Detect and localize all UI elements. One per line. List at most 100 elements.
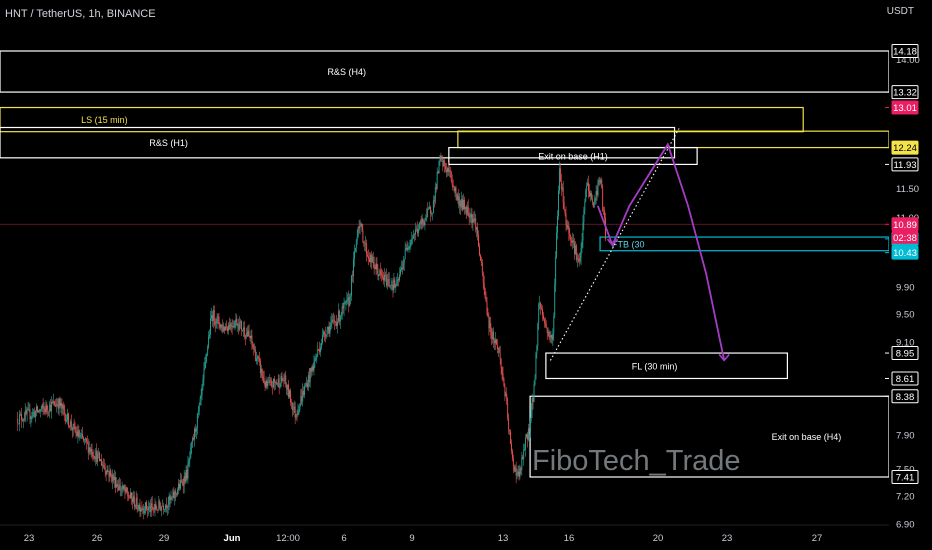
candle-body (91, 449, 93, 456)
candle-body (196, 413, 198, 429)
candle-body (155, 504, 157, 509)
candle-body (532, 397, 534, 402)
candle-body (448, 167, 449, 172)
candle-body (139, 504, 141, 512)
candle-body (383, 277, 385, 281)
candle-body (542, 308, 543, 316)
candle-body (490, 323, 492, 335)
candle-body (230, 323, 232, 326)
candle-body (469, 217, 471, 218)
candle-body (476, 227, 478, 230)
candle-body (447, 167, 448, 173)
candle-body (347, 297, 349, 300)
candle-body (21, 413, 22, 421)
candle-body (491, 334, 493, 340)
candle-body (567, 225, 569, 228)
candle-body (268, 382, 270, 384)
candle-body (73, 423, 75, 427)
candle-body (235, 318, 237, 323)
candle-body (388, 278, 390, 286)
candle-body (414, 234, 416, 235)
candle-body (526, 434, 527, 438)
candle-body (46, 404, 48, 410)
candle-body (207, 346, 209, 354)
candle-body (375, 263, 377, 270)
time-axis[interactable]: 23 26 29 Jun 12:00 6 9 13 16 20 23 27 (0, 524, 889, 550)
candle-body (571, 240, 573, 243)
level-box-l1193 (891, 157, 919, 172)
candle-body (512, 458, 514, 467)
candle-body (403, 259, 405, 263)
candle-body (511, 451, 513, 459)
candle-body (337, 310, 339, 322)
candle-body (112, 475, 114, 482)
candle-body (370, 254, 372, 263)
candle-body (419, 221, 421, 223)
candle-body (153, 509, 155, 510)
candle-body (459, 200, 461, 207)
candle-body (481, 262, 483, 273)
candle-body (390, 285, 392, 287)
candle-body (242, 329, 243, 331)
candle-body (477, 227, 479, 236)
candle-body (457, 196, 459, 200)
candle-body (44, 408, 46, 413)
zone-label-rs-h1: R&S (H1) (149, 138, 188, 148)
candle-body (416, 228, 418, 234)
candle-body (102, 464, 104, 466)
candle-body (76, 432, 78, 437)
time-tick-label: 9 (409, 533, 414, 544)
candle-body (179, 483, 180, 489)
candle-body (186, 469, 188, 479)
level-label-l861: 8.61 (896, 374, 915, 385)
candle-body (560, 181, 562, 189)
candle-body (565, 213, 567, 226)
candle-body (285, 375, 287, 385)
candle-body (305, 385, 306, 387)
candle-body (281, 375, 283, 381)
candle-body (237, 324, 239, 326)
candle-body (497, 347, 499, 350)
candle-body (204, 362, 206, 370)
candle-body (341, 306, 343, 316)
candle-body (462, 199, 464, 210)
candle-body (484, 288, 486, 298)
candle-body (77, 430, 79, 437)
candle-body (115, 477, 116, 488)
candle-body (355, 240, 357, 248)
candle-body (24, 410, 26, 420)
candle-body (63, 405, 65, 410)
candle-body (127, 492, 129, 497)
candle-body (75, 431, 77, 433)
candle-body (538, 304, 540, 324)
candle-body (122, 485, 124, 489)
candle-body (406, 247, 408, 250)
candle-body (133, 496, 135, 507)
candle-body (496, 344, 498, 350)
zone-exit-h1 (448, 146, 698, 166)
candle-body (427, 209, 429, 210)
candle-body (486, 302, 488, 315)
candle-body (53, 401, 54, 403)
candle-body (530, 410, 532, 421)
price-axis[interactable]: 14.0011.5011.009.909.509.108.907.907.507… (885, 0, 932, 550)
candle-body (79, 436, 81, 438)
candle-body (557, 216, 558, 233)
candle-body (536, 345, 538, 354)
level-label-l1332: 13.32 (893, 88, 917, 99)
candle-body (527, 428, 529, 440)
candle-body (378, 274, 380, 276)
candle-body (52, 401, 53, 403)
candle-body (479, 255, 481, 261)
candle-body (227, 324, 229, 332)
candle-body (349, 296, 351, 307)
candle-body (226, 327, 228, 332)
candle-body (545, 324, 547, 329)
candle-body (168, 495, 170, 505)
candle-body (466, 206, 468, 215)
candle-body (311, 366, 313, 372)
candle-body (303, 390, 305, 396)
zone-ls-15 (0, 106, 804, 133)
candle-body (249, 335, 251, 339)
